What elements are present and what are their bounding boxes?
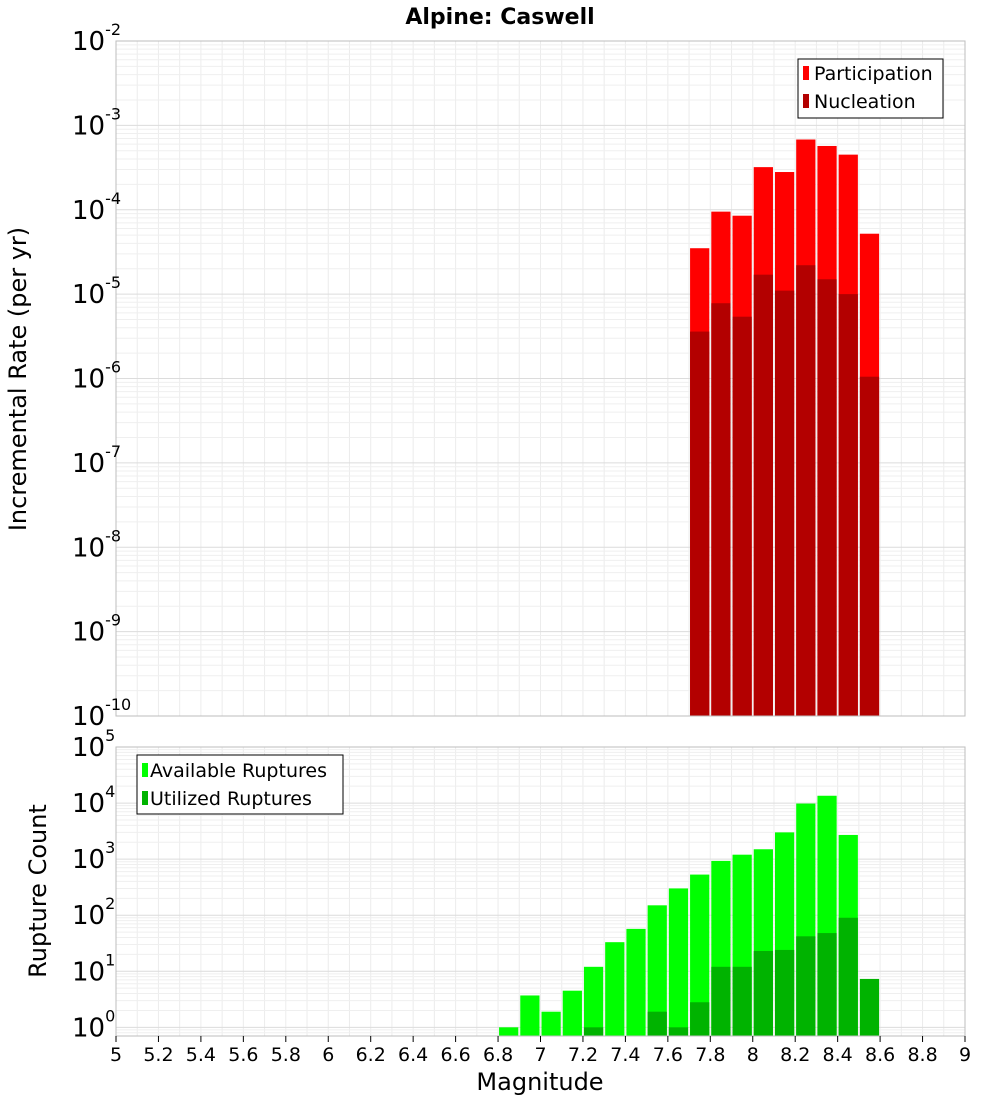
- bottom-bar-s1: [690, 874, 710, 1036]
- x-tick-label: 6.6: [440, 1044, 470, 1066]
- top-y-tick-label: 10-4: [72, 189, 121, 226]
- x-tick-label: 5.8: [271, 1044, 301, 1066]
- bottom-y-axis-label: Rupture Count: [24, 804, 52, 978]
- legend-available-swatch: [142, 763, 148, 777]
- bottom-bar-s2: [774, 949, 795, 1036]
- bottom-y-tick-label: 105: [72, 726, 115, 763]
- top-bar-s2: [690, 331, 710, 716]
- top-y-tick-label: 10-9: [72, 611, 121, 648]
- bottom-bar-s1: [647, 905, 667, 1036]
- x-tick-label: 7: [534, 1044, 546, 1066]
- x-tick-label: 5.2: [143, 1044, 173, 1066]
- legend-participation-label: Participation: [814, 63, 933, 85]
- x-tick-label: 7.8: [695, 1044, 725, 1066]
- x-tick-label: 8.8: [907, 1044, 937, 1066]
- legend-available-label: Available Ruptures: [150, 760, 327, 782]
- top-y-axis-label: Incremental Rate (per yr): [4, 227, 32, 531]
- bottom-bar-s1: [541, 1011, 561, 1036]
- x-tick-label: 5.4: [186, 1044, 216, 1066]
- top-bar-s2: [838, 294, 858, 716]
- bottom-bar-s2: [668, 1027, 689, 1036]
- top-bar-s2: [711, 303, 731, 716]
- bottom-legend: Available Ruptures Utilized Ruptures: [136, 754, 344, 815]
- top-bar-s2: [732, 316, 752, 716]
- x-axis-label: Magnitude: [476, 1068, 603, 1096]
- x-tick-label: 7.4: [610, 1044, 640, 1066]
- top-plot-border: [115, 40, 966, 717]
- top-y-tick-label: 10-5: [72, 273, 121, 310]
- legend-utilized-label: Utilized Ruptures: [150, 788, 312, 810]
- bottom-bar-s2: [583, 1027, 604, 1036]
- bottom-bar-s1: [499, 1027, 519, 1036]
- bottom-bar-s1: [562, 990, 582, 1036]
- top-y-ticks: 10-10 10-9 10-8 10-7 10-6 10-5 10-4 10-3 10-2: [72, 20, 131, 732]
- x-tick-label: 6: [322, 1044, 334, 1066]
- top-y-tick-label: 10-8: [72, 526, 121, 563]
- bottom-bar-s1: [626, 928, 646, 1036]
- legend-participation-swatch: [803, 66, 809, 80]
- bottom-bar-s1: [583, 966, 604, 1036]
- bottom-bar-s1: [605, 942, 625, 1036]
- x-tick-label: 8.6: [865, 1044, 895, 1066]
- bottom-y-tick-label: 101: [72, 950, 115, 987]
- x-tick-label: 5: [110, 1044, 122, 1066]
- top-y-tick-label: 10-7: [72, 442, 121, 479]
- bottom-y-tick-label: 103: [72, 838, 115, 875]
- x-tick-label: 7.2: [568, 1044, 598, 1066]
- x-tick-label: 8.4: [823, 1044, 853, 1066]
- bottom-legend-box: [136, 754, 344, 815]
- bottom-bar-s1: [520, 995, 540, 1036]
- x-tick-label: 7.6: [653, 1044, 683, 1066]
- top-grid: [115, 41, 966, 717]
- x-tick-label: 8.2: [780, 1044, 810, 1066]
- top-bar-s2: [753, 274, 773, 716]
- x-ticks: 5 5.2 5.4 5.6 5.8 6 6.2 6.4 6.6 6.8 7 7.2 7.4 7.6 7.8 8…: [110, 1036, 971, 1066]
- bottom-bar-s2: [690, 1002, 710, 1036]
- x-tick-label: 6.8: [483, 1044, 513, 1066]
- bottom-bar-s2: [753, 950, 773, 1036]
- bottom-bar-s2: [859, 978, 880, 1036]
- top-bar-s2: [859, 376, 880, 716]
- chart-title: Alpine: Caswell: [405, 5, 594, 30]
- top-bar-s2: [796, 265, 816, 716]
- bottom-bar-s2: [838, 917, 858, 1036]
- top-y-tick-label: 10-6: [72, 358, 121, 395]
- top-bar-s2: [817, 279, 837, 716]
- bottom-y-tick-label: 102: [72, 894, 115, 931]
- top-y-tick-label: 10-2: [72, 20, 121, 57]
- top-y-tick-label: 10-10: [72, 695, 131, 732]
- x-tick-label: 6.4: [398, 1044, 428, 1066]
- bottom-bar-s1: [668, 888, 689, 1036]
- bottom-bar-s2: [732, 966, 752, 1036]
- bottom-bar-s2: [647, 1011, 667, 1036]
- bottom-y-ticks: 100 101 102 103 104 105: [72, 726, 115, 1043]
- top-legend: Participation Nucleation: [797, 58, 944, 119]
- top-y-tick-label: 10-3: [72, 104, 121, 141]
- bottom-bars: [499, 795, 880, 1036]
- x-tick-label: 9: [959, 1044, 971, 1066]
- legend-nucleation-label: Nucleation: [814, 91, 916, 113]
- top-bar-s2: [774, 290, 795, 716]
- bottom-bar-s2: [796, 936, 816, 1036]
- bottom-bar-s2: [711, 966, 731, 1036]
- legend-nucleation-swatch: [803, 94, 809, 108]
- top-bars: [690, 139, 880, 717]
- bottom-bar-s2: [817, 933, 837, 1036]
- bottom-y-tick-label: 100: [72, 1006, 115, 1043]
- x-tick-label: 6.2: [356, 1044, 386, 1066]
- x-tick-label: 5.6: [228, 1044, 258, 1066]
- legend-utilized-swatch: [142, 791, 148, 805]
- x-tick-label: 8: [747, 1044, 759, 1066]
- bottom-y-tick-label: 104: [72, 782, 115, 819]
- top-legend-box: [797, 58, 944, 119]
